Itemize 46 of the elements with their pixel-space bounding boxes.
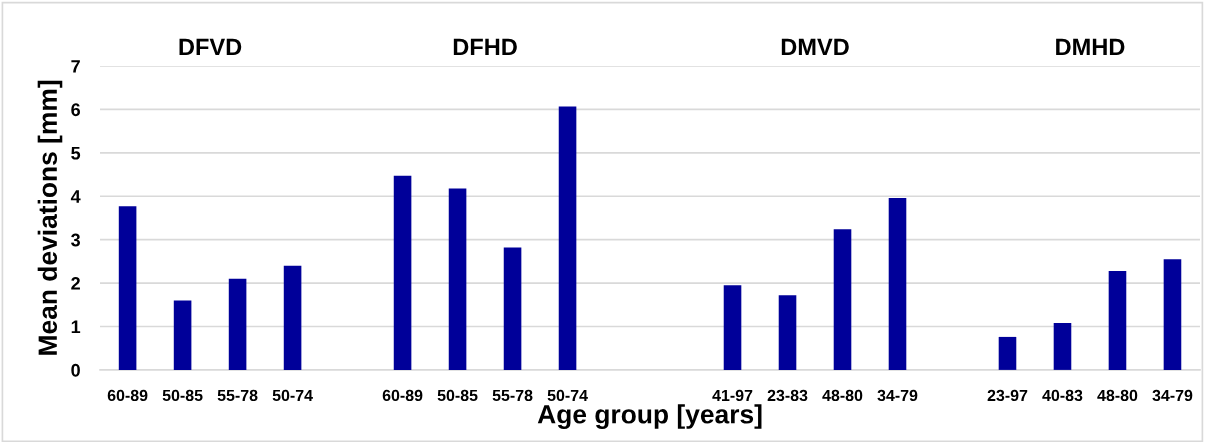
x-tick-label: 23-97 (987, 389, 1028, 402)
x-tick-label: 55-78 (217, 389, 258, 402)
bar (228, 278, 247, 370)
bar (448, 188, 467, 370)
x-tick-label: 55-78 (492, 389, 533, 402)
bar (1053, 323, 1072, 370)
x-tick-label: 48-80 (822, 389, 863, 402)
x-tick-label: 41-97 (712, 389, 753, 402)
x-tick-label: 48-80 (1097, 389, 1138, 402)
bar (118, 206, 137, 370)
bar (998, 336, 1017, 370)
y-tick-label: 3 (71, 233, 80, 247)
y-tick-label: 7 (71, 60, 80, 73)
y-tick-label: 1 (71, 320, 81, 334)
x-tick-label: 34-79 (877, 389, 918, 402)
text: DMHD (1056, 38, 1125, 56)
x-tick-label: 23-83 (767, 389, 808, 402)
x-axis-title: Age group [years] (537, 404, 762, 429)
bar (778, 295, 797, 370)
text: DFHD (453, 38, 517, 56)
bar (888, 197, 907, 370)
bar (1108, 270, 1127, 370)
y-tick-label: 4 (70, 190, 81, 203)
bar (723, 285, 742, 370)
y-tick-label: 0 (71, 363, 80, 377)
x-tick-label: 50-85 (162, 389, 203, 402)
x-tick-label: 50-74 (547, 389, 588, 402)
x-tick-label: 60-89 (382, 389, 423, 402)
bar (173, 300, 192, 370)
y-tick-label: 2 (71, 277, 80, 290)
x-tick-label: 34-79 (1152, 389, 1193, 402)
x-tick-label: 50-74 (272, 389, 313, 402)
x-tick-label: 60-89 (107, 389, 148, 402)
bar (1163, 259, 1182, 370)
bar (283, 265, 302, 370)
y-tick-label: 6 (71, 103, 80, 117)
x-tick-label: 40-83 (1042, 389, 1083, 402)
text: DMVD (781, 38, 849, 56)
bar (833, 229, 852, 370)
y-tick-label: 5 (71, 146, 81, 160)
x-tick-label: 50-85 (437, 389, 478, 402)
bar (503, 247, 522, 370)
text: DFVD (179, 38, 242, 56)
bar (558, 106, 577, 370)
bar (393, 175, 412, 370)
y-axis-title: Mean deviations [mm] (37, 80, 63, 355)
